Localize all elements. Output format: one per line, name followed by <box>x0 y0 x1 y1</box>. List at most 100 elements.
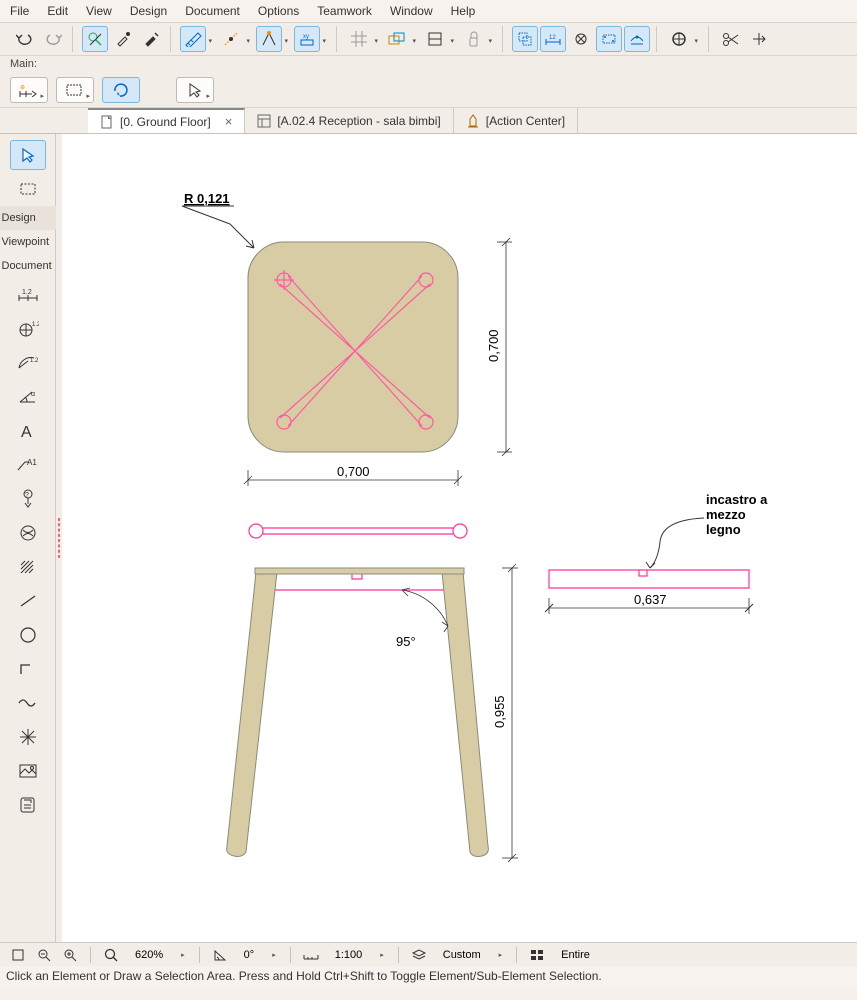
dim-seat-width-value: 0,700 <box>337 464 370 479</box>
ruler-button[interactable] <box>180 26 206 52</box>
angle-dropdown[interactable]: ▸ <box>268 951 280 959</box>
menu-design[interactable]: Design <box>130 4 167 18</box>
grid-display-button[interactable] <box>346 26 372 52</box>
angle-dim-tool[interactable]: α <box>10 382 46 412</box>
menu-bar: File Edit View Design Document Options T… <box>0 0 857 22</box>
menu-help[interactable]: Help <box>451 4 476 18</box>
rotate-mode-button[interactable] <box>102 77 140 103</box>
menu-file[interactable]: File <box>10 4 29 18</box>
circle-tool[interactable] <box>10 620 46 650</box>
dimension-button[interactable]: 12 <box>540 26 566 52</box>
image-tool[interactable] <box>10 756 46 786</box>
menu-teamwork[interactable]: Teamwork <box>317 4 372 18</box>
layer-dropdown[interactable]: ▸ <box>495 951 507 959</box>
snap-button[interactable] <box>256 26 282 52</box>
line-tool[interactable] <box>10 586 46 616</box>
doc-icon <box>100 115 114 129</box>
text-tool[interactable]: A <box>10 416 46 446</box>
wall-mode-button[interactable]: ⊕▸ <box>10 77 48 103</box>
joint-annotation-line1: incastro a <box>706 492 768 507</box>
sidebar-tab-viewpoint[interactable]: Viewpoint <box>0 230 56 254</box>
marquee-mode-button[interactable]: ▸ <box>56 77 94 103</box>
joint-annotation-line2: mezzo <box>706 507 746 522</box>
guideline-button[interactable] <box>218 26 244 52</box>
toolbar-label: Main: <box>0 56 857 72</box>
label-tool[interactable]: A1 <box>10 450 46 480</box>
tab-label: [A.02.4 Reception - sala bimbi] <box>277 114 440 128</box>
zoom-out-button[interactable] <box>34 946 54 964</box>
fill-tool[interactable] <box>10 518 46 548</box>
crossbar-elevation <box>249 524 467 538</box>
element-snap-button[interactable] <box>624 26 650 52</box>
tab-ground-floor[interactable]: [0. Ground Floor] × <box>88 108 245 133</box>
renovation-button[interactable] <box>422 26 448 52</box>
trace-button[interactable] <box>384 26 410 52</box>
dim-seat-height-value: 0,700 <box>486 329 501 362</box>
angle-value: 95° <box>396 634 416 649</box>
eyedropper-button[interactable] <box>110 26 136 52</box>
spline-tool[interactable] <box>10 688 46 718</box>
radial-dim-tool[interactable]: 1.2 <box>10 348 46 378</box>
menu-view[interactable]: View <box>86 4 112 18</box>
redo-button[interactable] <box>40 26 66 52</box>
zoom-value: 620% <box>127 949 171 961</box>
menu-edit[interactable]: Edit <box>47 4 68 18</box>
zoom-in-button[interactable] <box>60 946 80 964</box>
relative-button[interactable] <box>596 26 622 52</box>
scale-dropdown[interactable]: ▸ <box>376 951 388 959</box>
svg-text:1.2: 1.2 <box>32 322 39 328</box>
zoom-fit-button[interactable] <box>8 946 28 964</box>
group-select-button[interactable] <box>512 26 538 52</box>
tool-sidebar: Design Viewpoint Document 1.2 1.2 1.2 α … <box>0 134 56 942</box>
close-icon[interactable]: × <box>225 114 233 129</box>
level-dim-tool[interactable]: 1.2 <box>10 314 46 344</box>
tab-strip: [0. Ground Floor] × [A.02.4 Reception - … <box>0 108 857 134</box>
sidebar-tab-design[interactable]: Design <box>0 206 56 230</box>
linear-dim-tool[interactable]: 1.2 <box>10 280 46 310</box>
joint-annotation-line3: legno <box>706 522 741 537</box>
tab-label: [Action Center] <box>486 114 565 128</box>
tab-reception[interactable]: [A.02.4 Reception - sala bimbi] <box>245 108 453 133</box>
marquee-tool[interactable] <box>10 174 46 204</box>
inject-button[interactable] <box>138 26 164 52</box>
pick-button[interactable] <box>82 26 108 52</box>
radius-label: R 0,121 <box>184 191 230 206</box>
circle-tool-button[interactable] <box>666 26 692 52</box>
scale-icon[interactable] <box>301 946 321 964</box>
section-tool[interactable]: ? <box>10 484 46 514</box>
toolbar-secondary: ⊕▸ ▸ ▸ <box>0 72 857 108</box>
suspend-button[interactable] <box>460 26 486 52</box>
polyline-tool[interactable] <box>10 654 46 684</box>
zoom-dropdown[interactable]: ▸ <box>177 951 189 959</box>
gravity-button[interactable] <box>568 26 594 52</box>
drawing-svg: R 0,121 0,700 0,70 <box>62 134 857 942</box>
sidebar-tab-document[interactable]: Document <box>0 254 56 278</box>
tab-action-center[interactable]: [Action Center] <box>454 108 578 133</box>
workspace: Design Viewpoint Document 1.2 1.2 1.2 α … <box>0 134 857 942</box>
hotspot-tool[interactable] <box>10 722 46 752</box>
status-bar: 620% ▸ 0° ▸ 1:100 ▸ Custom ▸ Entire <box>0 942 857 966</box>
adjust-button[interactable] <box>746 26 772 52</box>
angle-dim <box>402 588 448 632</box>
menu-document[interactable]: Document <box>185 4 240 18</box>
grid-snap-button[interactable]: xy <box>294 26 320 52</box>
menu-options[interactable]: Options <box>258 4 299 18</box>
scissors-button[interactable] <box>718 26 744 52</box>
side-elevation <box>227 568 489 857</box>
hatch-tool[interactable] <box>10 552 46 582</box>
menu-window[interactable]: Window <box>390 4 433 18</box>
drawing-tool[interactable] <box>10 790 46 820</box>
angle-icon[interactable] <box>210 946 230 964</box>
drawing-canvas[interactable]: R 0,121 0,700 0,70 <box>62 134 857 942</box>
scope-icon[interactable] <box>527 946 547 964</box>
tower-icon <box>466 114 480 128</box>
undo-button[interactable] <box>12 26 38 52</box>
zoom-value-icon[interactable] <box>101 946 121 964</box>
layers-icon[interactable] <box>409 946 429 964</box>
svg-text:⊕: ⊕ <box>20 85 25 91</box>
svg-text:?: ? <box>25 492 29 499</box>
arrow-tool[interactable] <box>10 140 46 170</box>
svg-text:1.2: 1.2 <box>22 289 32 296</box>
svg-text:A: A <box>21 424 32 440</box>
arrow-mode-button[interactable]: ▸ <box>176 77 214 103</box>
